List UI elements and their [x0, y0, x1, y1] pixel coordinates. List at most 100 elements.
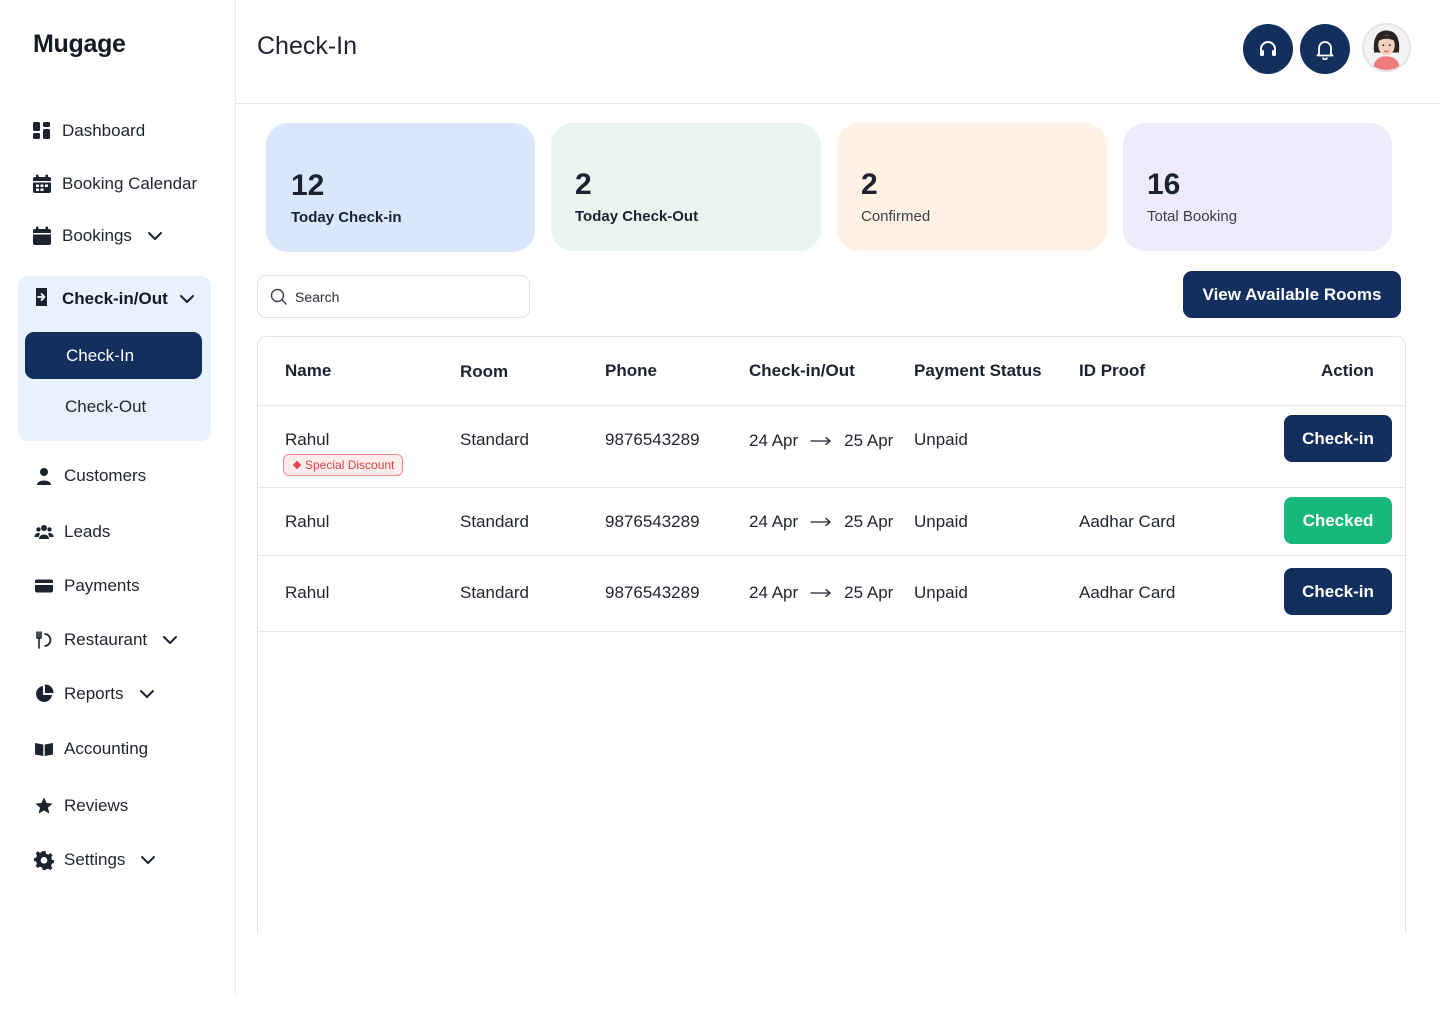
cell-name: Rahul [285, 512, 330, 531]
status-badge: Special Discount [283, 454, 404, 476]
cell-room: Standard [460, 583, 529, 602]
sidebar-item-settings[interactable]: Settings [34, 845, 157, 875]
search-input[interactable] [295, 288, 495, 305]
diamond-icon [292, 460, 302, 470]
column-header-room: Room [460, 362, 509, 381]
user-icon [34, 466, 54, 486]
check-in-button[interactable]: Check-in [1284, 568, 1392, 615]
sidebar: Mugage Dashboard Booking Calendar Bookin… [0, 0, 236, 994]
gear-icon [34, 850, 54, 870]
checked-button[interactable]: Checked [1284, 497, 1392, 544]
support-button[interactable] [1243, 24, 1293, 74]
sidebar-item-accounting[interactable]: Accounting [34, 734, 148, 764]
stat-label: Total Booking [1147, 208, 1238, 225]
sidebar-item-label: Payments [64, 576, 140, 595]
check-in-table: Name Room Phone Check-in/Out Payment Sta… [257, 336, 1406, 934]
sidebar-item-leads[interactable]: Leads [34, 517, 110, 547]
sidebar-item-label: Dashboard [62, 121, 146, 140]
chevron-down-icon[interactable] [178, 290, 196, 308]
arrow-right-icon [810, 588, 832, 598]
stat-value: 2 [861, 168, 878, 201]
cell-room: Standard [460, 512, 529, 531]
restaurant-icon [34, 630, 54, 650]
sidebar-subitem-check-in[interactable]: Check-In [25, 332, 202, 379]
avatar[interactable] [1362, 23, 1411, 72]
sidebar-item-dashboard[interactable]: Dashboard [32, 116, 145, 146]
row-divider [258, 405, 1405, 406]
door-enter-icon [32, 287, 52, 312]
stat-card-total-booking: 16 Total Booking [1123, 123, 1392, 251]
sidebar-subitem-check-out[interactable]: Check-Out [65, 397, 147, 416]
check-out-date: 25 Apr [844, 583, 894, 602]
stat-card-today-check-out: 2 Today Check-Out [551, 123, 821, 251]
cell-phone: 9876543289 [605, 583, 700, 602]
cell-dates: 24 Apr 25 Apr [749, 583, 893, 603]
sidebar-item-payments[interactable]: Payments [34, 571, 140, 601]
sidebar-item-label: Reviews [64, 796, 129, 815]
stat-value: 2 [575, 168, 592, 201]
column-header-check-in-out: Check-in/Out [749, 361, 855, 380]
search-box[interactable] [257, 275, 530, 318]
check-in-button[interactable]: Check-in [1284, 415, 1392, 462]
check-out-date: 25 Apr [844, 512, 894, 531]
cell-room: Standard [460, 430, 529, 449]
sidebar-item-restaurant[interactable]: Restaurant [34, 625, 179, 655]
sidebar-group-check-in-out: Check-in/Out Check-In Check-Out [18, 276, 211, 441]
sidebar-item-reviews[interactable]: Reviews [34, 791, 128, 821]
dashboard-icon [32, 121, 52, 141]
row-divider [258, 555, 1405, 556]
header-divider [236, 103, 1440, 104]
column-header-action: Action [1321, 361, 1374, 380]
cell-payment-status: Unpaid [914, 430, 968, 449]
calendar-icon [32, 174, 52, 194]
sidebar-item-booking-calendar[interactable]: Booking Calendar [32, 169, 197, 199]
notifications-button[interactable] [1300, 24, 1350, 74]
bell-icon [1316, 41, 1334, 60]
row-divider [258, 487, 1405, 488]
sidebar-item-label: Restaurant [64, 630, 148, 649]
sidebar-item-reports[interactable]: Reports [34, 679, 156, 709]
pie-chart-icon [34, 684, 54, 704]
stat-label: Confirmed [861, 208, 931, 225]
cell-dates: 24 Apr 25 Apr [749, 512, 893, 532]
stat-label: Today Check-in [291, 209, 402, 226]
sidebar-item-label: Accounting [64, 739, 149, 758]
chevron-down-icon[interactable] [139, 851, 157, 869]
headphones-icon [1260, 41, 1276, 56]
sidebar-item-check-in-out[interactable]: Check-in/Out [32, 284, 196, 314]
sidebar-item-customers[interactable]: Customers [34, 461, 146, 491]
stat-card-confirmed: 2 Confirmed [837, 123, 1107, 251]
arrow-right-icon [810, 436, 832, 446]
book-icon [34, 739, 54, 759]
sidebar-item-label: Booking Calendar [62, 174, 198, 193]
view-available-rooms-button[interactable]: View Available Rooms [1183, 271, 1401, 318]
stat-value: 16 [1147, 168, 1181, 201]
sidebar-item-label: Customers [64, 466, 147, 485]
sidebar-item-label: Leads [64, 522, 111, 541]
column-header-payment-status: Payment Status [914, 361, 1042, 380]
stat-value: 12 [291, 169, 325, 202]
check-in-date: 24 Apr [749, 583, 799, 602]
sidebar-item-bookings[interactable]: Bookings [32, 221, 164, 251]
app-logo: Mugage [33, 30, 126, 58]
arrow-right-icon [810, 517, 832, 527]
cell-name: Rahul [285, 583, 330, 602]
chevron-down-icon[interactable] [146, 227, 164, 245]
column-header-phone: Phone [605, 361, 657, 380]
chevron-down-icon[interactable] [138, 685, 156, 703]
chevron-down-icon[interactable] [161, 631, 179, 649]
row-divider [258, 631, 1405, 632]
calendar-icon [32, 226, 52, 246]
cell-dates: 24 Apr 25 Apr [749, 431, 893, 451]
sidebar-group-label: Check-in/Out [62, 289, 168, 308]
page-title: Check-In [257, 32, 358, 60]
column-header-id-proof: ID Proof [1079, 361, 1146, 380]
cell-id-proof: Aadhar Card [1079, 512, 1176, 531]
sidebar-item-label: Reports [64, 684, 124, 703]
cell-name: Rahul [285, 430, 330, 449]
cell-payment-status: Unpaid [914, 512, 968, 531]
column-header-name: Name [285, 361, 332, 380]
check-in-date: 24 Apr [749, 512, 799, 531]
check-out-date: 25 Apr [844, 431, 894, 450]
sidebar-item-label: Settings [64, 850, 126, 869]
